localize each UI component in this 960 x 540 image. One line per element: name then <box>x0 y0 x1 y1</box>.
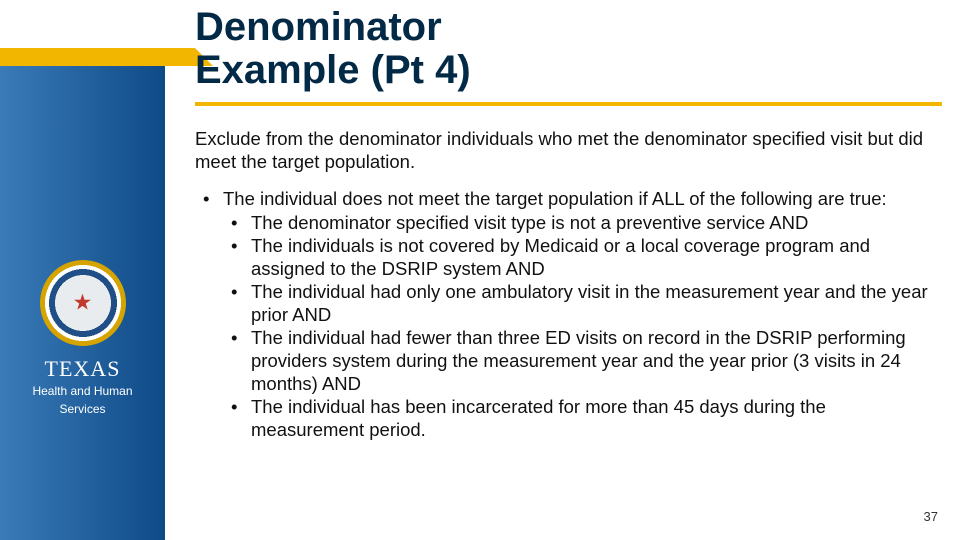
department-line-1: Health and Human <box>0 384 165 400</box>
sub-bullet-text: The individual has been incarcerated for… <box>251 396 826 440</box>
sub-bullet-text: The denominator specified visit type is … <box>251 212 808 233</box>
sub-bullet-text: The individuals is not covered by Medica… <box>251 235 870 279</box>
bullet-list: The individual does not meet the target … <box>195 188 942 442</box>
title-underline <box>195 102 942 106</box>
slide: ★ TEXAS Health and Human Services Denomi… <box>0 0 960 540</box>
title-line-2: Example (Pt 4) <box>195 48 471 92</box>
sub-bullet-list: The denominator specified visit type is … <box>223 212 942 441</box>
bullet-lead-text: The individual does not meet the target … <box>223 188 887 209</box>
slide-title: Denominator Example (Pt 4) <box>195 6 942 92</box>
sub-bullet-text: The individual had only one ambulatory v… <box>251 281 928 325</box>
title-line-1: Denominator <box>195 5 442 49</box>
list-item: The individual had only one ambulatory v… <box>223 281 942 327</box>
agency-logo-block: ★ TEXAS Health and Human Services <box>0 260 165 417</box>
sidebar: ★ TEXAS Health and Human Services <box>0 0 165 540</box>
sidebar-white-top <box>0 0 165 48</box>
list-item: The individual does not meet the target … <box>195 188 942 442</box>
agency-seal-icon: ★ <box>40 260 126 346</box>
list-item: The individuals is not covered by Medica… <box>223 235 942 281</box>
gold-accent-stripe <box>0 48 195 66</box>
content-area: Denominator Example (Pt 4) Exclude from … <box>195 6 942 530</box>
star-icon: ★ <box>73 292 93 314</box>
list-item: The denominator specified visit type is … <box>223 212 942 235</box>
list-item: The individual had fewer than three ED v… <box>223 327 942 396</box>
list-item: The individual has been incarcerated for… <box>223 396 942 442</box>
intro-paragraph: Exclude from the denominator individuals… <box>195 128 942 173</box>
department-line-2: Services <box>0 402 165 418</box>
sub-bullet-text: The individual had fewer than three ED v… <box>251 327 906 394</box>
page-number: 37 <box>924 509 938 524</box>
state-name: TEXAS <box>0 356 165 382</box>
